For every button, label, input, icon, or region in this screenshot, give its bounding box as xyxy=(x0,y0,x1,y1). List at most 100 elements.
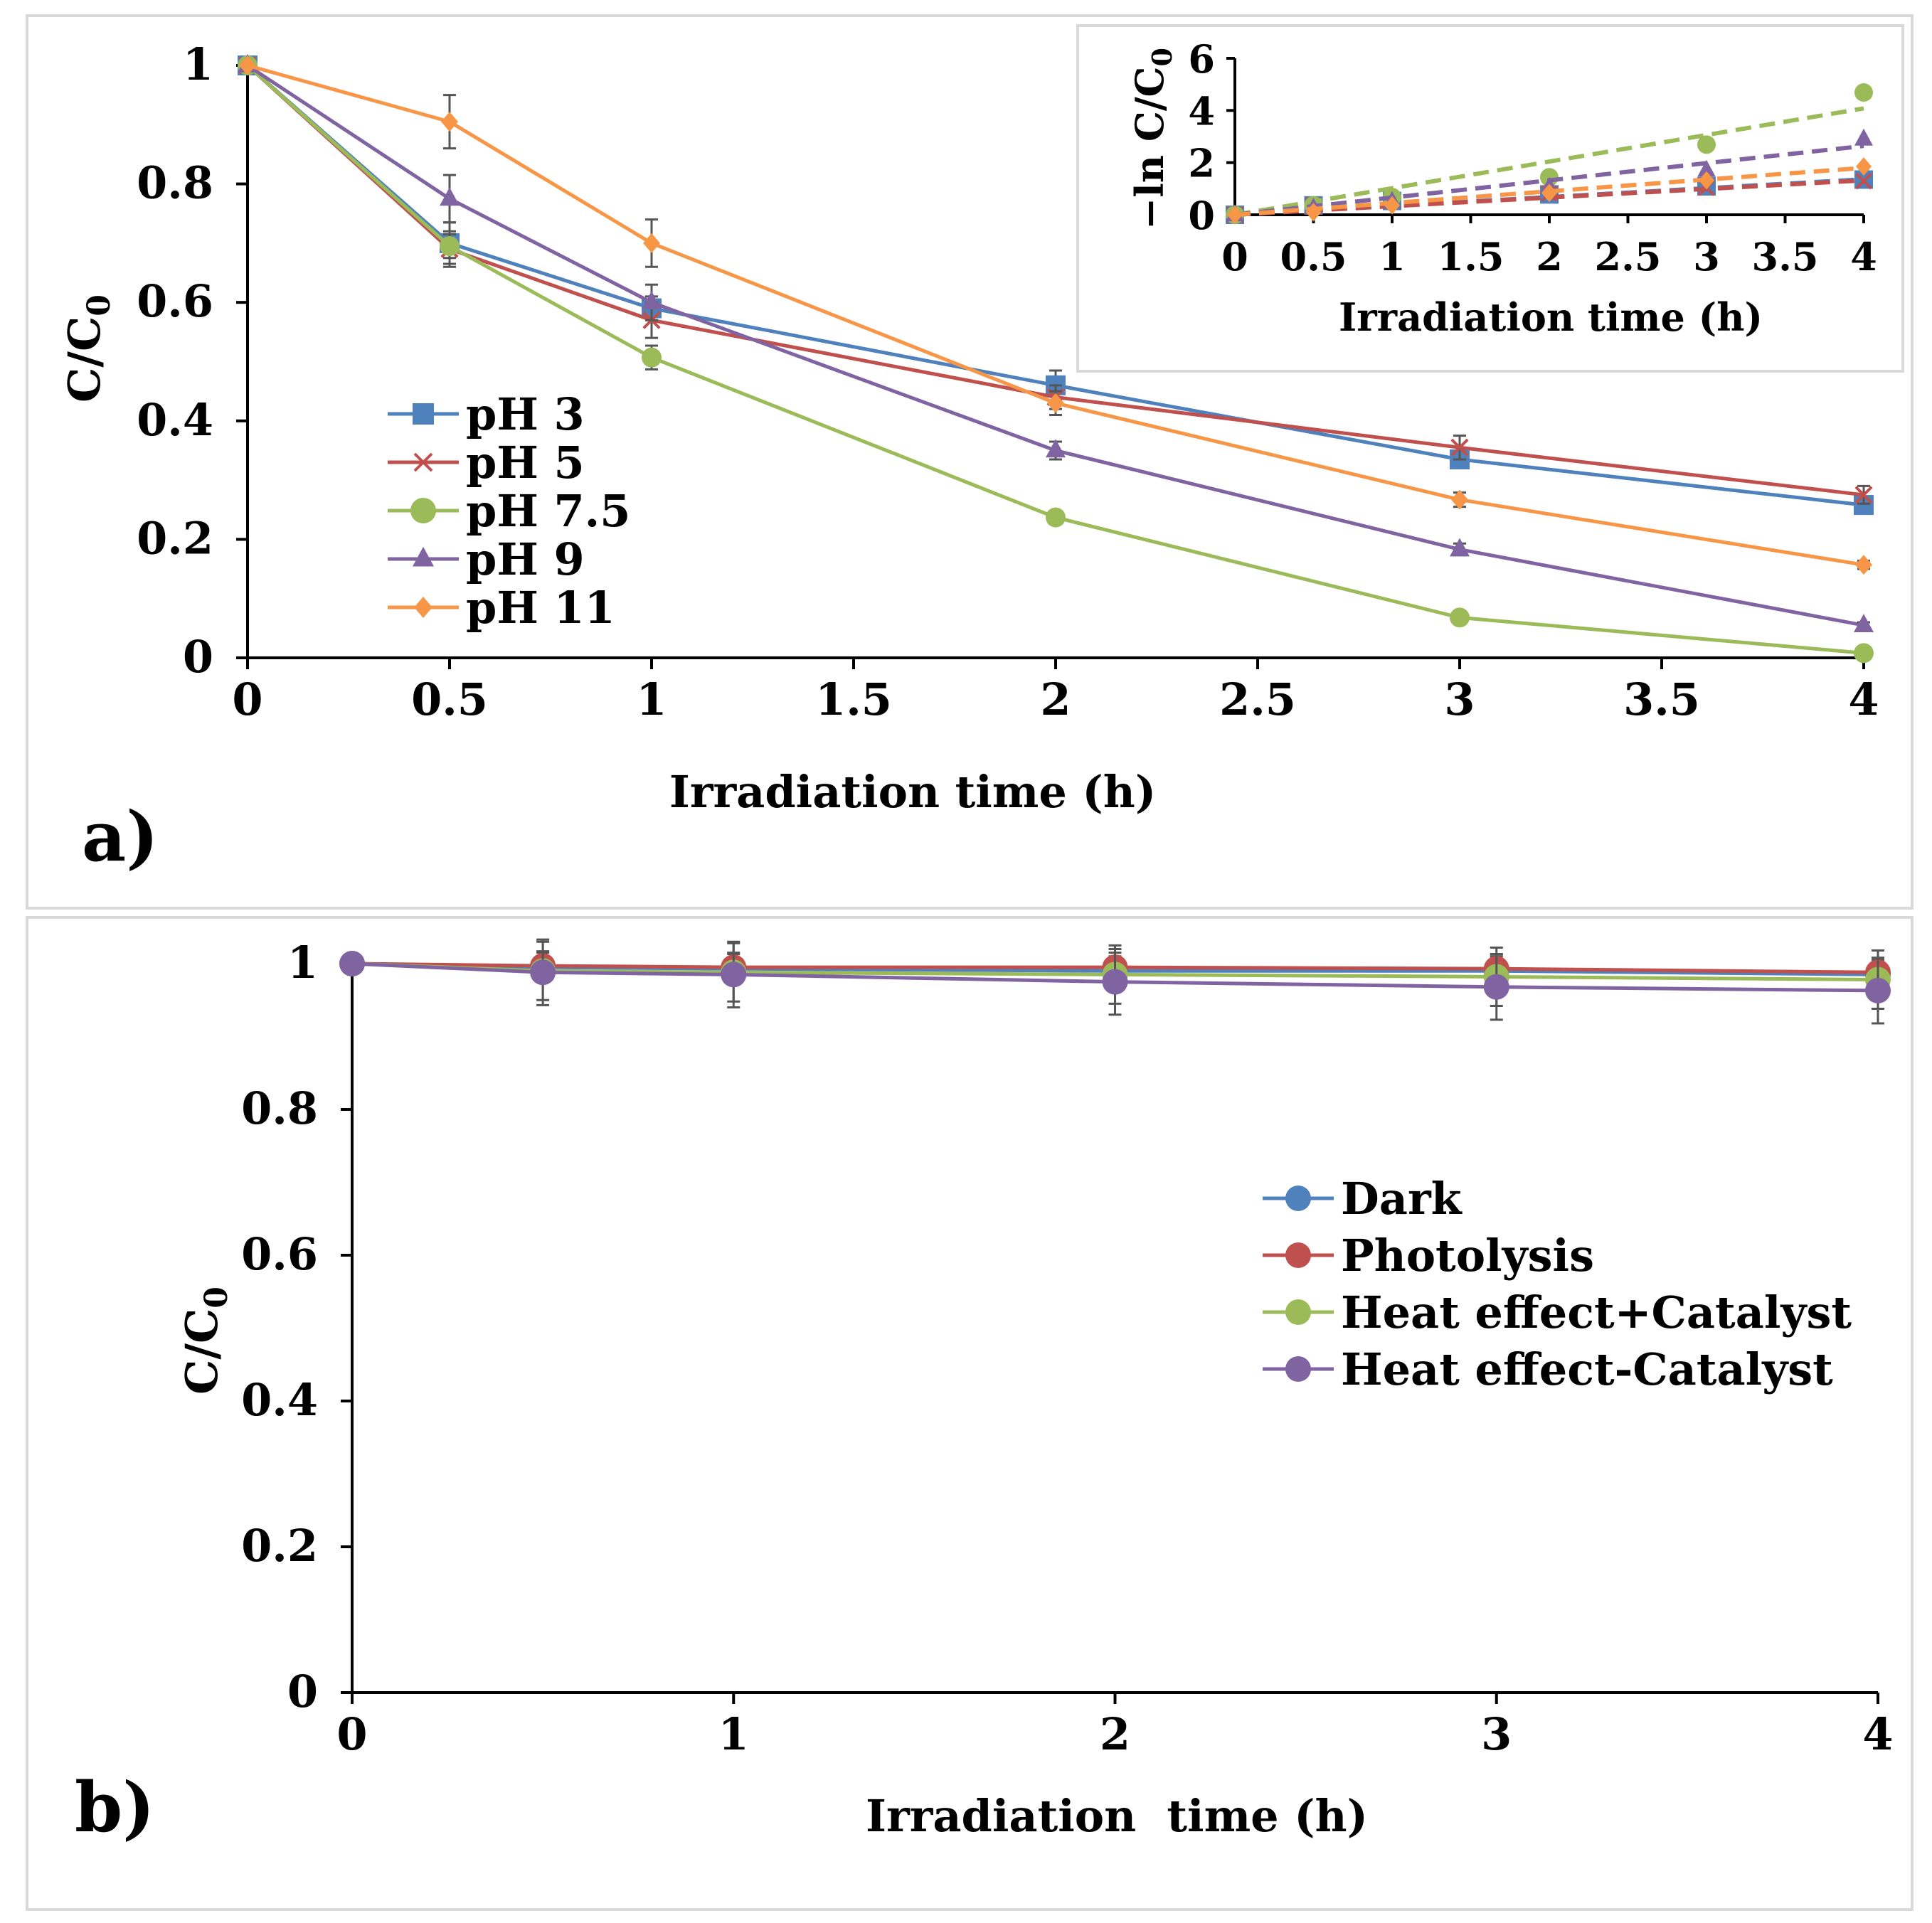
panel-a-x-tick-label: 1.5 xyxy=(815,673,892,725)
panel-a-series xyxy=(238,53,1874,664)
inset-point-ph-7-5 xyxy=(1697,135,1716,154)
panel-a-point-ph-11 xyxy=(1047,393,1064,413)
panel-a-point-ph-11 xyxy=(239,55,256,75)
inset-ylabel: −ln C/C0 xyxy=(1127,48,1178,230)
inset-x-tick-label: 2.5 xyxy=(1595,234,1662,279)
panel-a-series-ph-9 xyxy=(238,53,1874,632)
panel-a-legend-item-ph-9: pH 9 xyxy=(388,533,585,585)
panel-b-ylabel-main: C/C xyxy=(176,1309,228,1395)
inset-x-tick-label: 3 xyxy=(1693,234,1720,279)
panel-b-y-tick-label: 0 xyxy=(287,1666,318,1717)
panel-a-line-ph-9 xyxy=(246,63,1864,627)
panel-a-point-ph-11 xyxy=(643,233,660,253)
inset-x-tick-label: 0.5 xyxy=(1280,234,1347,279)
panel-b-axes: 0 1 2 3 4 0 0.2 0.4 0.6 0.8 1 xyxy=(241,937,1893,1760)
panel-a-legend-label: pH 11 xyxy=(466,582,615,634)
panel-b-legend-label: Dark xyxy=(1341,1173,1463,1225)
panel-b-xlabel: Irradiation time (h) xyxy=(866,1790,1368,1842)
panel-b-y-tick-label: 1 xyxy=(287,937,318,989)
panel-a-y-tick-label: 1 xyxy=(183,38,213,90)
inset-x-tick-label: 1.5 xyxy=(1438,234,1504,279)
panel-b-y-tick-label: 0.8 xyxy=(241,1082,318,1134)
panel-a-ylabel-main: C/C xyxy=(58,316,110,403)
panel-b-point-heat-effect-catalyst xyxy=(530,959,556,986)
inset-fit-ph-7-5 xyxy=(1234,106,1864,217)
panel-a-x-tick-label: 3.5 xyxy=(1623,673,1700,725)
panel-a-ylabel: C/C0 xyxy=(58,294,117,403)
inset-point-ph-11 xyxy=(1541,183,1558,203)
inset-point-ph-7-5 xyxy=(1854,83,1873,102)
panel-b-legend-item-heat-effect-catalyst: Heat effect-Catalyst xyxy=(1263,1343,1833,1395)
panel-b-point-heat-effect-catalyst xyxy=(339,951,365,976)
inset-series-ph-11 xyxy=(1226,157,1872,224)
panel-a-point-ph-7-5 xyxy=(1854,643,1874,664)
panel-a-x-tick-label: 3 xyxy=(1444,673,1475,725)
panel-a-y-tick-label: 0.2 xyxy=(137,512,213,564)
panel-b-line-photolysis xyxy=(351,962,1879,974)
panel-a-y-tick-label: 0.4 xyxy=(137,394,213,446)
panel-b-series-heat-effect-catalyst xyxy=(339,938,1891,1025)
panel-b-series xyxy=(339,938,1891,1025)
panel-a-series-ph-11 xyxy=(239,55,1872,575)
panel-a-line-ph-3 xyxy=(246,64,1864,507)
panel-a-point-ph-7-5 xyxy=(642,347,662,368)
panel-a-legend-label: pH 9 xyxy=(466,533,585,585)
panel-a-legend-marker xyxy=(414,597,432,618)
panel-a-xlabel: Irradiation time (h) xyxy=(669,766,1156,818)
inset-y-tick-label: 6 xyxy=(1188,36,1215,82)
panel-b-legend-label: Photolysis xyxy=(1341,1230,1594,1282)
panel-a-x-tick-label: 4 xyxy=(1848,673,1879,725)
inset-x-tick-label: 3.5 xyxy=(1752,234,1819,279)
panel-b-legend-item-dark: Dark xyxy=(1263,1173,1463,1225)
panel-b-legend-item-heat-effect-catalyst: Heat effect+Catalyst xyxy=(1263,1287,1852,1338)
panel-a-legend-label: pH 7.5 xyxy=(466,485,630,537)
panel-a-y-tick-label: 0.6 xyxy=(137,275,213,327)
panel-a-x-tick-label: 0.5 xyxy=(411,673,488,725)
inset-x-tick-label: 1 xyxy=(1379,234,1406,279)
panel-b-y-tick-label: 0.4 xyxy=(241,1374,318,1426)
panel-a-point-ph-5 xyxy=(1854,486,1873,504)
panel-a-line-ph-11 xyxy=(247,63,1864,567)
inset-point-ph-11 xyxy=(1384,196,1401,215)
panel-b-x-tick-label: 2 xyxy=(1100,1708,1130,1760)
inset-axes: 0 0.5 1 1.5 2 2.5 3 3.5 4 0 2 4 6 xyxy=(1188,36,1877,279)
panel-a-legend-item-ph-3: pH 3 xyxy=(388,388,585,440)
panel-a-point-ph-7-5 xyxy=(1046,507,1066,528)
panel-a-legend-marker xyxy=(413,546,434,567)
panel-b-legend-label: Heat effect-Catalyst xyxy=(1341,1343,1833,1395)
panel-a-point-ph-9 xyxy=(1450,538,1470,557)
panel-a-axes: 0 0.5 1 1.5 2 2.5 3 3.5 4 0 0.2 0.4 0.6 0.8 1 xyxy=(137,38,1879,725)
panel-a-x-tick-label: 2.5 xyxy=(1219,673,1296,725)
panel-a-legend-item-ph-5: pH 5 xyxy=(388,437,585,489)
panel-b-point-heat-effect-catalyst xyxy=(1483,974,1509,1000)
panel-b-x-tick-label: 3 xyxy=(1481,1708,1512,1760)
panel-a-line-ph-5 xyxy=(246,64,1864,497)
panel-a-line-ph-7-5 xyxy=(246,64,1864,655)
panel-a-point-ph-9 xyxy=(1046,439,1066,458)
panel-a-point-ph-9 xyxy=(1854,614,1874,632)
panel-a-point-ph-5 xyxy=(1450,438,1469,457)
panel-a-ylabel-sub: 0 xyxy=(81,294,117,316)
panel-a-point-ph-7-5 xyxy=(440,236,460,257)
panel-b-legend-marker xyxy=(1285,1242,1311,1268)
panel-a-point-ph-9 xyxy=(642,291,662,309)
panel-a-legend-label: pH 5 xyxy=(466,437,585,489)
panel-a-point-ph-11 xyxy=(1855,555,1872,575)
panel-b-legend-marker xyxy=(1285,1186,1311,1211)
panel-a-y-tick-label: 0 xyxy=(183,631,213,683)
panel-a-legend-marker xyxy=(410,498,436,523)
inset-point-ph-11 xyxy=(1855,157,1872,176)
inset-series xyxy=(1226,83,1873,224)
inset-y-tick-label: 2 xyxy=(1188,141,1215,186)
panel-b-point-heat-effect-catalyst xyxy=(1102,969,1128,995)
panel-a-x-tick-label: 2 xyxy=(1040,673,1071,725)
panel-a-point-ph-9 xyxy=(440,187,460,206)
inset-ylabel-main: −ln C/C xyxy=(1127,66,1172,230)
panel-b-legend-label: Heat effect+Catalyst xyxy=(1341,1287,1852,1338)
panel-b-legend-marker xyxy=(1285,1299,1311,1325)
inset-point-ph-11 xyxy=(1305,203,1322,222)
panel-a-label: a) xyxy=(82,797,159,877)
panel-a-x-tick-label: 0 xyxy=(232,673,262,725)
panel-a-legend-item-ph-7-5: pH 7.5 xyxy=(388,485,630,537)
